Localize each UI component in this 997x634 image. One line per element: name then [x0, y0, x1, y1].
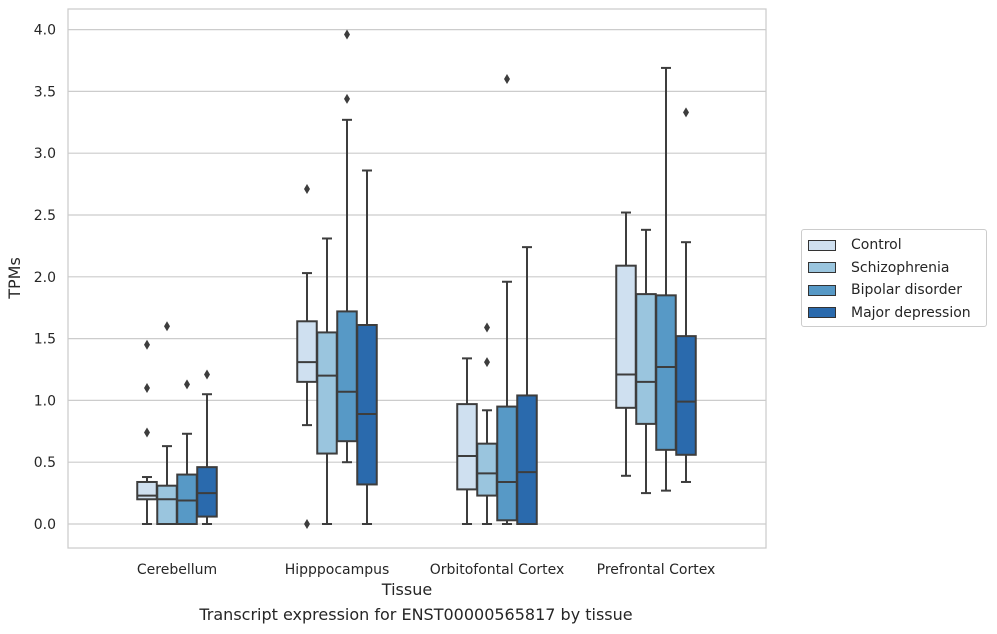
outlier-point — [144, 427, 150, 438]
outlier-point — [144, 339, 150, 350]
outlier-point — [504, 74, 510, 85]
legend-item: Schizophrenia — [808, 257, 986, 280]
box-1-3 — [635, 228, 657, 495]
box-iqr — [635, 293, 657, 425]
outlier-point — [144, 383, 150, 394]
box-iqr — [316, 331, 338, 455]
box-iqr — [615, 264, 637, 409]
y-axis-label: TPMs — [5, 257, 24, 300]
outlier-point — [304, 184, 310, 195]
outlier-point — [184, 379, 190, 390]
x-tick-label: Cerebellum — [137, 562, 217, 578]
y-tick-label: 2.5 — [34, 208, 56, 224]
y-tick-label: 4.0 — [34, 23, 56, 39]
box-0-0 — [136, 339, 158, 525]
y-tick-labels: 0.0 0.5 1.0 1.5 2.0 2.5 3.0 3.5 4.0 — [34, 23, 56, 533]
box-iqr — [296, 320, 318, 383]
legend-label: Bipolar disorder — [851, 282, 963, 299]
box-1-2 — [476, 322, 498, 525]
box-2-3 — [655, 66, 677, 492]
box-iqr — [156, 484, 178, 525]
box-iqr — [516, 394, 538, 525]
x-axis-label: Tissue — [381, 580, 432, 599]
legend-swatch-major-depression — [808, 307, 836, 319]
box-iqr — [176, 473, 198, 525]
y-tick-label: 3.0 — [34, 146, 56, 162]
legend-item: Control — [808, 234, 986, 257]
box-3-0 — [196, 369, 218, 525]
box-iqr — [456, 403, 478, 491]
y-tick-label: 1.5 — [34, 332, 56, 348]
box-iqr — [136, 480, 158, 501]
box-2-0 — [176, 379, 198, 525]
outlier-point — [164, 321, 170, 332]
outlier-point — [484, 322, 490, 333]
box-3-1 — [356, 169, 378, 525]
box-2-2 — [496, 74, 518, 525]
outlier-point — [344, 93, 350, 104]
box-iqr — [336, 310, 358, 443]
figure-caption: Transcript expression for ENST0000056581… — [199, 605, 633, 624]
legend-swatch-schizophrenia — [808, 262, 836, 274]
x-tick-label: Hipppocampus — [285, 562, 390, 578]
box-iqr — [675, 335, 697, 456]
y-tick-label: 0.0 — [34, 517, 56, 533]
y-tick-label: 3.5 — [34, 84, 56, 100]
box-0-3 — [615, 211, 637, 477]
legend-label: Control — [851, 237, 902, 254]
legend: Control Schizophrenia Bipolar disorder M… — [801, 229, 987, 327]
box-0-1 — [296, 184, 318, 529]
x-tick-label: Orbitofontal Cortex — [430, 562, 565, 578]
y-tick-label: 1.0 — [34, 393, 56, 409]
box-2-1 — [336, 29, 358, 464]
box-iqr — [356, 324, 378, 486]
box-iqr — [496, 405, 518, 522]
outlier-point — [683, 107, 689, 118]
legend-label: Major depression — [851, 304, 971, 321]
outlier-point — [204, 369, 210, 380]
y-tick-label: 2.0 — [34, 270, 56, 286]
outlier-point — [304, 519, 310, 529]
legend-swatch-control — [808, 239, 836, 251]
x-tick-labels: Cerebellum Hipppocampus Orbitofontal Corte… — [137, 562, 715, 578]
grid-lines — [68, 29, 766, 525]
x-tick-label: Prefrontal Cortex — [597, 562, 716, 578]
plot-frame — [67, 8, 767, 549]
outlier-point — [484, 357, 490, 368]
box-0-2 — [456, 357, 478, 525]
box-3-2 — [516, 246, 538, 525]
axes — [67, 8, 767, 549]
y-tick-label: 0.5 — [34, 455, 56, 471]
legend-swatch-bipolar-disorder — [808, 284, 836, 296]
box-plot-marks — [136, 29, 697, 529]
legend-item: Major depression — [808, 302, 986, 325]
legend-item: Bipolar disorder — [808, 279, 986, 302]
legend-label: Schizophrenia — [851, 259, 950, 276]
box-iqr — [196, 466, 218, 518]
box-3-3 — [675, 107, 697, 483]
outlier-point — [344, 29, 350, 40]
box-iqr — [655, 294, 677, 451]
box-1-0 — [156, 321, 178, 525]
box-iqr — [476, 442, 498, 497]
box-1-1 — [316, 237, 338, 525]
